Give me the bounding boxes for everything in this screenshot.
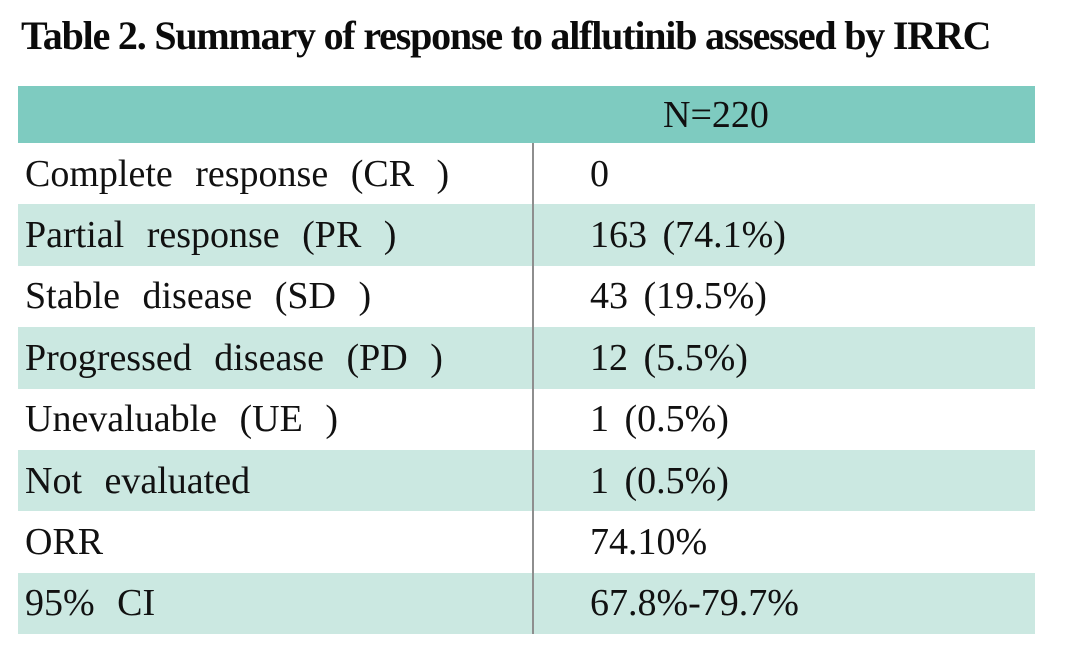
row-label: Partial response (PR ) xyxy=(25,214,397,257)
row-label: Complete response (CR ) xyxy=(25,152,450,195)
n-total-header: N=220 xyxy=(663,93,769,136)
table-row: Partial response (PR ) 163 (74.1%) xyxy=(18,204,1035,266)
row-value: 43 (19.5%) xyxy=(532,265,1035,328)
row-label: Progressed disease (PD ) xyxy=(25,336,443,379)
row-value: 67.8%-79.7% xyxy=(532,572,1035,635)
row-value: 12 (5.5%) xyxy=(532,327,1035,389)
table-header-row: N=220 xyxy=(18,86,1035,143)
table-row: Complete response (CR ) 0 xyxy=(18,143,1035,205)
row-value: 1 (0.5%) xyxy=(532,449,1035,512)
table-row: 95% CI 67.8%-79.7% xyxy=(18,572,1035,635)
table-row: Unevaluable (UE ) 1 (0.5%) xyxy=(18,388,1035,450)
table-title: Table 2. Summary of response to alflutin… xyxy=(21,13,992,58)
row-value: 0 xyxy=(532,143,1035,205)
table-row: ORR 74.10% xyxy=(18,511,1035,573)
row-label: Stable disease (SD ) xyxy=(25,275,372,318)
row-label: ORR xyxy=(25,521,104,564)
row-value: 163 (74.1%) xyxy=(532,204,1035,266)
row-value: 74.10% xyxy=(532,511,1035,573)
table-row: Progressed disease (PD ) 12 (5.5%) xyxy=(18,327,1035,389)
row-label: Not evaluated xyxy=(25,459,251,502)
response-summary-table: N=220 Complete response (CR ) 0 Partial … xyxy=(18,86,1035,635)
table-row: Not evaluated 1 (0.5%) xyxy=(18,449,1035,512)
row-value: 1 (0.5%) xyxy=(532,388,1035,450)
row-label: Unevaluable (UE ) xyxy=(25,398,338,441)
row-label: 95% CI xyxy=(25,582,156,625)
table-row: Stable disease (SD ) 43 (19.5%) xyxy=(18,265,1035,328)
